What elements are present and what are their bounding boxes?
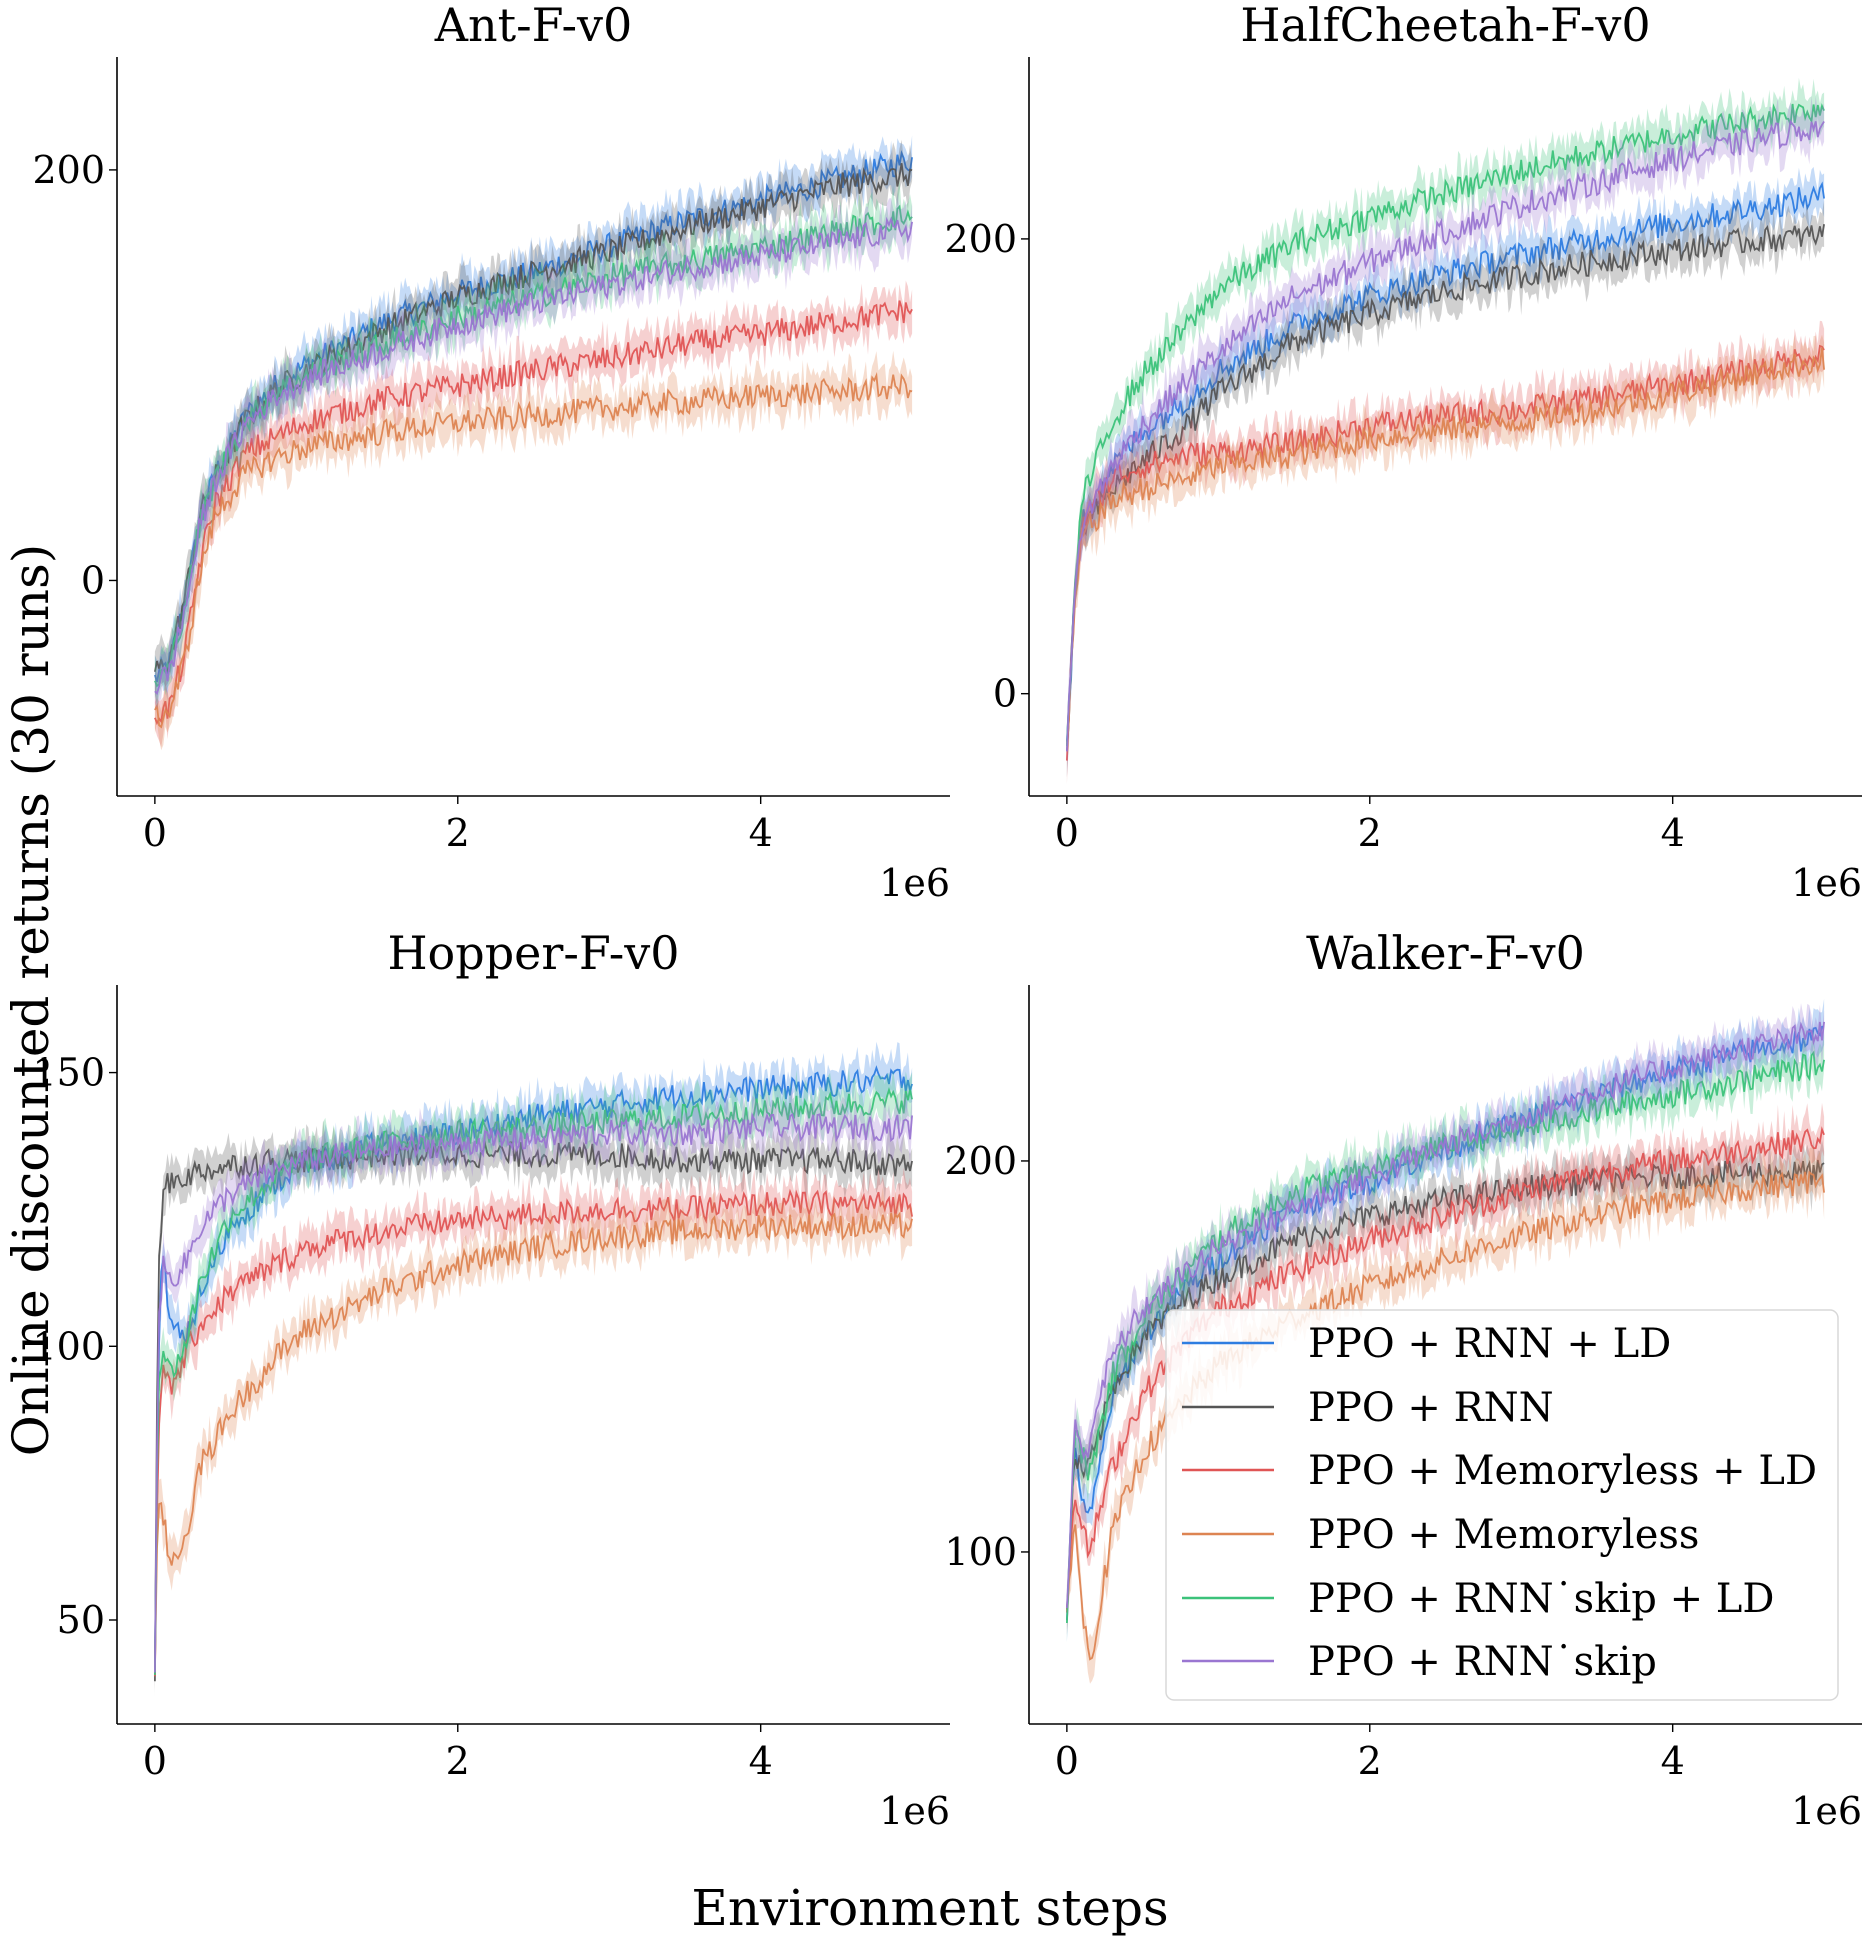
series-line (154, 1211, 913, 1672)
series-band (154, 180, 913, 707)
legend: PPO + RNN + LD PPO + RNN PPO + Memoryles… (1165, 1309, 1839, 1701)
series-line (154, 1087, 913, 1676)
x-tick-label: 4 (749, 1739, 773, 1783)
panel-title: HalfCheetah-F-v0 (1240, 0, 1650, 52)
series-line (1066, 1021, 1825, 1609)
y-tick-label: 200 (944, 217, 1017, 261)
series-band (1066, 1147, 1825, 1684)
legend-entry: PPO + RNN˙skip + LD (1182, 1576, 1774, 1622)
series-band (154, 280, 913, 748)
y-tick-label: 150 (32, 1051, 105, 1095)
y-tick-label: 100 (944, 1530, 1017, 1574)
series-band (154, 350, 913, 751)
series-line (1066, 119, 1825, 752)
y-tick-label: 0 (993, 672, 1017, 716)
x-tick-label: 4 (1661, 811, 1685, 855)
x-tick-label: 0 (1055, 1739, 1079, 1783)
series-band (1066, 1102, 1825, 1635)
legend-entry: PPO + RNN + LD (1182, 1321, 1671, 1367)
panel-title: Ant-F-v0 (434, 0, 633, 52)
x-tick-label: 0 (143, 1739, 167, 1783)
x-tick-label: 2 (1358, 811, 1382, 855)
x-axis-multiplier: 1e6 (1791, 861, 1862, 905)
y-tick-label: 200 (32, 148, 105, 192)
y-tick-label: 0 (81, 558, 105, 602)
series-group (154, 1041, 913, 1698)
legend-label: PPO + RNN + LD (1308, 1321, 1671, 1367)
series-band (1066, 320, 1825, 785)
legend-label: PPO + Memoryless (1308, 1512, 1699, 1558)
series-band (154, 1187, 913, 1681)
legend-entry: PPO + RNN (1182, 1385, 1554, 1431)
series-line (154, 163, 913, 673)
series-band (154, 139, 913, 698)
legend-frame (1165, 1309, 1839, 1701)
series-line (154, 1188, 913, 1677)
series-line (1066, 224, 1825, 751)
x-tick-label: 2 (446, 1739, 470, 1783)
chart-panel: Hopper-F-v0 0 2 4 1e6 50 100 150 (32, 926, 950, 1833)
series-line (1066, 1159, 1825, 1610)
series-line (154, 300, 913, 726)
x-tick-label: 4 (749, 811, 773, 855)
series-band (1066, 200, 1825, 778)
series-band (1066, 1137, 1825, 1623)
series-line (154, 1140, 913, 1682)
legend-entry: PPO + Memoryless + LD (1182, 1448, 1817, 1494)
y-tick-label: 200 (944, 1139, 1017, 1183)
series-group (1066, 77, 1825, 785)
series-line (154, 1112, 913, 1673)
legend-entry: PPO + Memoryless (1182, 1512, 1699, 1558)
y-tick-label: 50 (57, 1598, 105, 1642)
chart-panel: HalfCheetah-F-v0 0 2 4 1e6 0 200 (944, 0, 1862, 905)
x-tick-label: 0 (143, 811, 167, 855)
series-line (1066, 1025, 1825, 1621)
series-band (154, 1119, 913, 1698)
series-line (154, 216, 913, 696)
series-band (1066, 95, 1825, 778)
y-tick-label: 100 (32, 1324, 105, 1368)
legend-label: PPO + RNN (1308, 1385, 1554, 1431)
series-band (154, 1165, 913, 1691)
x-axis-label: Environment steps (691, 1879, 1168, 1937)
legend-label: PPO + RNN˙skip + LD (1308, 1576, 1774, 1622)
legend-label: PPO + Memoryless + LD (1308, 1448, 1817, 1494)
chart-panel: Ant-F-v0 0 2 4 1e6 0 200 (32, 0, 950, 905)
x-axis-multiplier: 1e6 (879, 1789, 950, 1833)
x-tick-label: 2 (1358, 1739, 1382, 1783)
series-band (1066, 1028, 1825, 1642)
series-band (1066, 1003, 1825, 1618)
x-axis-multiplier: 1e6 (1791, 1789, 1862, 1833)
x-tick-label: 2 (446, 811, 470, 855)
series-line (1066, 181, 1825, 742)
panel-title: Hopper-F-v0 (387, 926, 679, 980)
x-tick-label: 0 (1055, 811, 1079, 855)
panel-title: Walker-F-v0 (1306, 926, 1585, 980)
series-line (1066, 347, 1825, 745)
legend-label: PPO + RNN˙skip (1308, 1639, 1657, 1685)
y-axis-label: Online discounted returns (30 runs) (2, 544, 60, 1457)
series-line (154, 371, 913, 729)
legend-entry: PPO + RNN˙skip (1182, 1639, 1657, 1685)
x-axis-multiplier: 1e6 (879, 861, 950, 905)
x-tick-label: 4 (1661, 1739, 1685, 1783)
series-line (1066, 103, 1825, 747)
series-band (154, 1087, 913, 1692)
series-group (154, 135, 913, 751)
